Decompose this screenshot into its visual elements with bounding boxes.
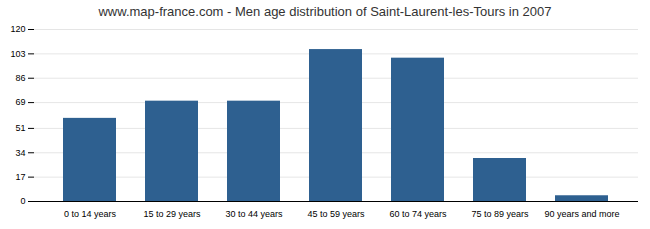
svg-text:75 to 89 years: 75 to 89 years — [471, 209, 529, 219]
svg-text:103: 103 — [10, 49, 25, 59]
svg-text:69: 69 — [15, 97, 25, 107]
svg-text:0 to 14 years: 0 to 14 years — [64, 209, 117, 219]
svg-text:17: 17 — [15, 172, 25, 182]
svg-text:86: 86 — [15, 73, 25, 83]
svg-text:60 to 74 years: 60 to 74 years — [389, 209, 447, 219]
svg-text:51: 51 — [15, 123, 25, 133]
svg-text:120: 120 — [10, 24, 25, 34]
svg-text:45 to 59 years: 45 to 59 years — [307, 209, 365, 219]
svg-text:90 years and more: 90 years and more — [544, 209, 619, 219]
html-text:www.map-france.com - Men age d: www.map-france.com - Men age distributio… — [98, 4, 552, 19]
svg-text:34: 34 — [15, 148, 25, 158]
svg-text:30 to 44 years: 30 to 44 years — [225, 209, 283, 219]
svg-text:15 to 29 years: 15 to 29 years — [143, 209, 201, 219]
svg-text:0: 0 — [20, 196, 25, 206]
